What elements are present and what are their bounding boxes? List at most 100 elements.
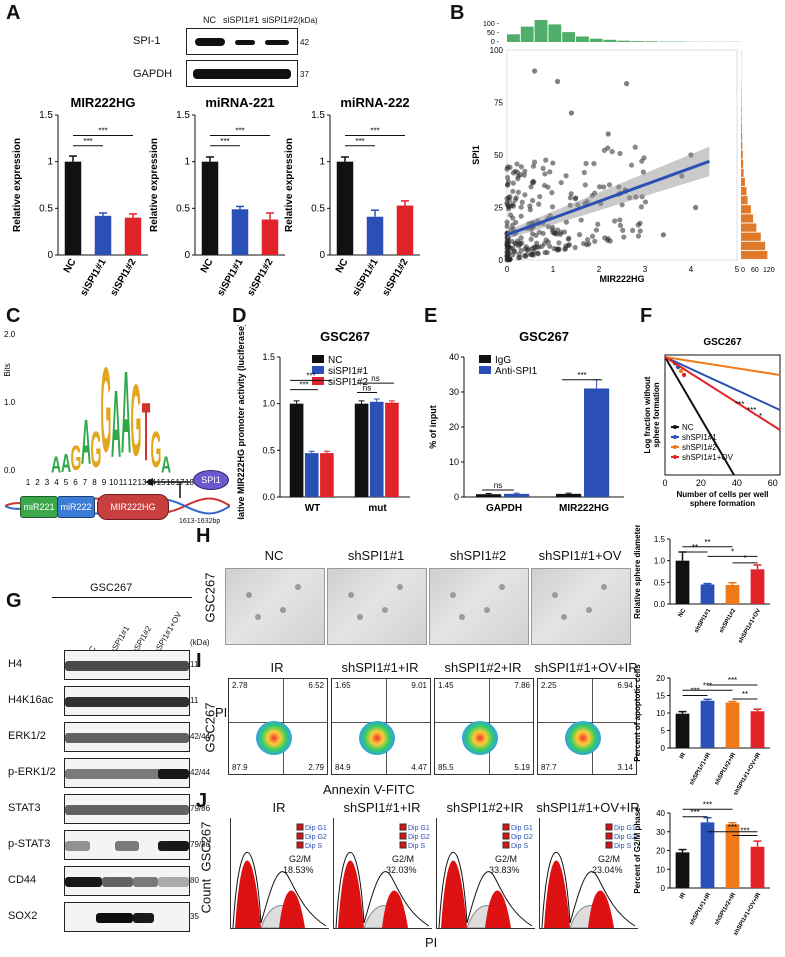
legend-label: Dip S [511,843,528,850]
logo-letter: G [71,437,82,478]
g1-peak [235,860,261,928]
histogram-outline [438,852,533,929]
bar [354,403,369,497]
sphere-photo [531,568,631,645]
marginal-bar-right [741,159,744,168]
legend-swatch [479,366,491,374]
kda-value: 79/86 [190,804,211,813]
logo-letter: G [131,365,142,478]
legend-swatch [502,832,510,840]
band [65,768,189,779]
category-label: IR [679,891,688,900]
y-tick-label: 0 [499,256,504,265]
sequence-logo: 2.01.00.0Bits123456789101112131415161718… [3,330,213,487]
y-axis-label: Percent of apoptotic cells [633,664,642,762]
panel-label-b: B [450,2,465,24]
position-label: 9 [102,478,107,487]
facs-plot: 1.45 7.86 85.5 5.19 [434,678,534,775]
bar [366,216,384,255]
legend-swatch [502,841,510,849]
scatter-point [529,197,536,204]
y-tick-label: 0.5 [654,578,666,587]
blot-label: GAPDH [133,68,173,80]
blot-label: H4K16ac [8,694,54,706]
scatter-point [562,246,568,253]
scatter-point [539,243,545,250]
category-label: siSPI1#2 [108,257,138,299]
scatter-point [542,249,548,256]
panel-label-f: F [640,305,653,327]
scatter-point [516,251,522,257]
hist-title: shSPI1#2+IR [446,800,524,815]
scatter-point [504,166,510,172]
scatter-point [555,78,561,85]
bar [64,161,82,255]
y-tick-label: 30 [656,828,665,837]
marginal-bar-right [741,104,742,113]
sphere [347,591,354,598]
blot-label: p-STAT3 [8,838,51,850]
marginal-bar-right [741,232,761,241]
g2-peak [382,890,408,928]
y-tick-label: 0 [184,250,190,261]
position-label: 12 [128,478,137,487]
scatter-point [547,169,553,175]
scatter-point [596,184,603,190]
y-axis-label: Relative expression [284,138,295,232]
scatter-point [547,243,553,249]
quadrant-q4: 3.14 [617,763,633,772]
scatter-point [660,232,666,238]
legend-marker [673,455,677,459]
sig-label: *** [728,823,737,832]
band [65,876,103,887]
g1-peak [441,860,467,928]
bar [385,402,399,497]
x-axis-label: Number of cells per well [676,490,768,499]
scatter-point [605,131,611,137]
y-axis-label-2: sphere formation [652,382,661,447]
hist-x-axis: PI [425,935,438,950]
x-tick-label: 0 [662,478,667,488]
legend-swatch [502,823,510,831]
y-axis-label: Relative MIR222HG promoter activity (luc… [236,325,246,520]
scatter-point [595,221,601,227]
legend-label: IgG [495,355,511,366]
facs-title: IR [270,660,284,675]
y-tick-label: 0 [454,492,459,502]
scatter-point [519,199,525,205]
image-title: shSPI1#2 [449,548,507,563]
legend-label: Anti-SPI1 [495,366,538,377]
y-tick-label: 1.5 [311,110,325,121]
scatter-point [628,162,635,168]
scatter-point [642,199,649,205]
legend-label: siSPI1#1 [328,366,368,377]
sphere [483,606,490,613]
cell-population [565,720,602,755]
hist-y-axis: Count [198,878,214,914]
marginal-bar-right [741,223,757,232]
legend-swatch [296,841,304,849]
sphere-photo [429,568,529,645]
g2-peak [588,890,614,928]
scatter-point [514,238,521,244]
y-tick-label: 0 [661,744,666,753]
sig-label: *** [299,381,308,390]
scatter-point [537,193,543,200]
category-label: shSPI1#1+OV [738,608,763,645]
kda-value: 42 [300,38,309,47]
scatter-point [510,203,516,209]
hist-title: shSPI1#1+IR [343,800,421,815]
y-axis-label: SPI1 [471,145,481,165]
legend-swatch [296,832,304,840]
category-label: siSPI1#1 [78,257,108,299]
y-tick-label: 1.5 [39,110,53,121]
bar [94,215,112,255]
quadrant-q3: 85.5 [438,763,454,772]
scatter-point [617,217,623,223]
panel-label-g: G [6,590,22,612]
category-label: siSPI1#2 [245,257,275,299]
sphere [585,606,592,613]
quadrant-q1: 1.45 [438,681,454,690]
